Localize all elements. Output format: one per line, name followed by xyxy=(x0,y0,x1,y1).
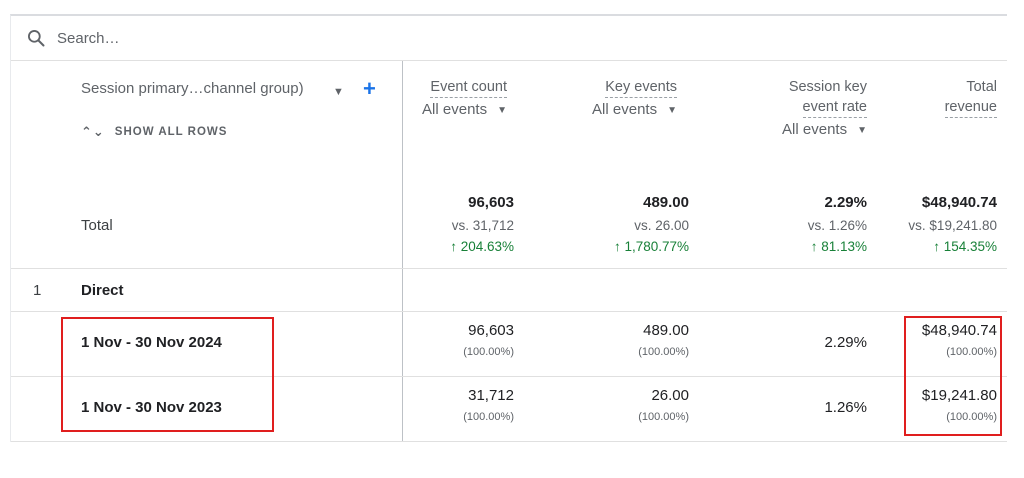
cell-key-events: 489.00 (100.00%) xyxy=(539,322,689,358)
total-value: $48,940.74 xyxy=(921,194,997,211)
metric-selector[interactable]: All events ▼ xyxy=(592,101,677,118)
total-value: 96,603 xyxy=(468,194,514,211)
caret-down-icon: ▼ xyxy=(497,104,507,116)
total-label: Total xyxy=(81,217,113,234)
metric-selector[interactable]: All events ▼ xyxy=(782,121,867,138)
cell-percent: (100.00%) xyxy=(946,411,997,423)
metric-title-line2: event rate xyxy=(802,98,867,118)
total-cell-event-count: 96,603 vs. 31,712 ↑ 204.63% xyxy=(364,194,514,254)
cell-session-key-event-rate: 2.29% xyxy=(824,334,867,351)
period-label: 1 Nov - 30 Nov 2023 xyxy=(81,399,222,416)
cell-total-revenue: $48,940.74 (100.00%) xyxy=(847,322,997,358)
show-all-rows-label: SHOW ALL ROWS xyxy=(114,126,228,138)
metric-title: Key events xyxy=(605,78,677,98)
table-bottom-border xyxy=(11,441,1007,442)
metric-header-session-key-event-rate[interactable]: Session key event rate All events ▼ xyxy=(711,78,867,138)
total-compare: vs. 31,712 xyxy=(451,218,514,233)
dimension-header[interactable]: Session primary…channel group) xyxy=(81,80,304,97)
cell-value: 489.00 xyxy=(643,322,689,339)
total-compare: vs. $19,241.80 xyxy=(908,218,997,233)
total-change: ↑ 204.63% xyxy=(450,239,514,254)
total-cell-total-revenue: $48,940.74 vs. $19,241.80 ↑ 154.35% xyxy=(847,194,997,254)
metric-title-line1: Total xyxy=(966,79,997,95)
show-all-rows-button[interactable]: ⌃⌄ SHOW ALL ROWS xyxy=(81,124,227,140)
cell-percent: (100.00%) xyxy=(463,346,514,358)
metric-title-line2: revenue xyxy=(944,98,997,118)
metric-title-line1: Session key xyxy=(788,79,867,95)
highlight-box-periods xyxy=(61,317,274,432)
metric-title: Event count xyxy=(430,78,507,98)
cell-value: $48,940.74 xyxy=(921,322,997,339)
cell-event-count: 31,712 (100.00%) xyxy=(364,387,514,423)
total-compare: vs. 26.00 xyxy=(634,218,689,233)
metric-selector[interactable]: All events ▼ xyxy=(422,101,507,118)
metric-header-key-events[interactable]: Key events All events ▼ xyxy=(551,78,677,118)
cell-value: 26.00 xyxy=(651,387,689,404)
cell-session-key-event-rate: 1.26% xyxy=(824,399,867,416)
cell-percent: (100.00%) xyxy=(463,411,514,423)
caret-down-icon: ▼ xyxy=(857,124,867,136)
cell-value: 96,603 xyxy=(468,322,514,339)
total-value: 489.00 xyxy=(643,194,689,211)
cell-value: $19,241.80 xyxy=(921,387,997,404)
row-index: 1 xyxy=(33,282,42,299)
total-change: ↑ 1,780.77% xyxy=(613,239,689,254)
total-cell-key-events: 489.00 vs. 26.00 ↑ 1,780.77% xyxy=(539,194,689,254)
search-bar xyxy=(11,16,1007,61)
row-divider xyxy=(11,376,1007,377)
row-divider xyxy=(11,311,1007,312)
cell-event-count: 96,603 (100.00%) xyxy=(364,322,514,358)
total-cell-session-key-event-rate: 2.29% vs. 1.26% ↑ 81.13% xyxy=(717,194,867,254)
caret-down-icon[interactable]: ▼ xyxy=(333,86,344,98)
caret-down-icon: ▼ xyxy=(667,104,677,116)
total-change: ↑ 154.35% xyxy=(933,239,997,254)
total-change: ↑ 81.13% xyxy=(810,239,867,254)
search-icon[interactable] xyxy=(26,28,46,48)
unfold-icon: ⌃⌄ xyxy=(81,124,105,139)
period-label: 1 Nov - 30 Nov 2024 xyxy=(81,334,222,351)
cell-value: 31,712 xyxy=(468,387,514,404)
search-input[interactable] xyxy=(57,26,457,50)
cell-percent: (100.00%) xyxy=(946,346,997,358)
add-dimension-button[interactable]: + xyxy=(363,78,376,100)
report-table: Session primary…channel group) ▼ + ⌃⌄ SH… xyxy=(10,14,1007,442)
column-divider xyxy=(402,61,403,442)
row-name[interactable]: Direct xyxy=(81,282,124,299)
cell-percent: (100.00%) xyxy=(638,411,689,423)
metric-header-total-revenue[interactable]: Total revenue xyxy=(891,78,997,119)
plus-icon: + xyxy=(363,76,376,101)
total-compare: vs. 1.26% xyxy=(807,218,867,233)
row-divider xyxy=(11,268,1007,269)
cell-percent: (100.00%) xyxy=(638,346,689,358)
total-value: 2.29% xyxy=(824,194,867,211)
cell-total-revenue: $19,241.80 (100.00%) xyxy=(847,387,997,423)
metric-header-event-count[interactable]: Event count All events ▼ xyxy=(399,78,507,118)
highlight-box-revenue xyxy=(904,316,1002,436)
cell-key-events: 26.00 (100.00%) xyxy=(539,387,689,423)
